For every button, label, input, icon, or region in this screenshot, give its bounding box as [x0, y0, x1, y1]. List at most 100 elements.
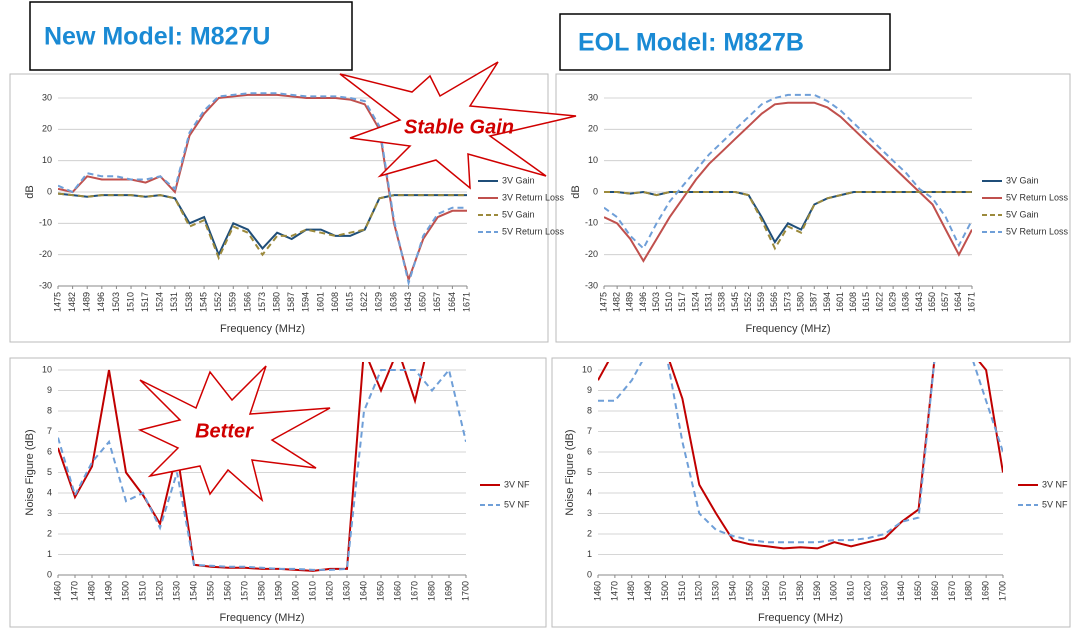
x-tick-label: 1475 — [598, 292, 608, 312]
x-tick-label: 1615 — [861, 292, 871, 312]
legend-label: 3V Gain — [1006, 175, 1039, 185]
y-tick-label: 10 — [588, 155, 598, 165]
legend-label: 5V Return Loss — [1006, 226, 1069, 236]
x-tick-label: 1540 — [188, 581, 198, 601]
x-axis-title: Frequency (MHz) — [746, 323, 831, 335]
x-tick-label: 1660 — [930, 581, 940, 601]
x-tick-label: 1615 — [345, 292, 355, 312]
x-tick-label: 1636 — [388, 292, 398, 312]
y-tick-label: 7 — [47, 426, 52, 436]
x-tick-label: 1538 — [184, 292, 194, 312]
x-tick-label: 1657 — [432, 292, 442, 312]
y-tick-label: 7 — [587, 426, 592, 436]
x-tick-label: 1489 — [82, 292, 92, 312]
x-tick-label: 1650 — [375, 581, 385, 601]
x-tick-label: 1573 — [257, 292, 267, 312]
x-tick-label: 1559 — [228, 292, 238, 312]
x-tick-label: 1538 — [717, 292, 727, 312]
x-tick-label: 1594 — [301, 292, 311, 312]
x-tick-label: 1500 — [660, 581, 670, 601]
y-axis-title: Noise Figure (dB) — [24, 429, 36, 515]
y-axis-title: Noise Figure (dB) — [564, 429, 576, 515]
y-tick-label: 3 — [47, 508, 52, 518]
x-axis-title: Frequency (MHz) — [220, 323, 305, 335]
series-line — [58, 92, 467, 286]
y-tick-label: 6 — [47, 446, 52, 456]
header: New Model: M827U — [44, 23, 270, 51]
x-tick-label: 1559 — [756, 292, 766, 312]
y-tick-label: 30 — [42, 92, 52, 102]
callout-star — [339, 61, 577, 190]
x-tick-label: 1460 — [52, 581, 62, 601]
x-tick-label: 1510 — [664, 292, 674, 312]
x-tick-label: 1622 — [359, 292, 369, 312]
x-tick-label: 1622 — [874, 292, 884, 312]
x-tick-label: 1630 — [879, 581, 889, 601]
x-tick-label: 1680 — [964, 581, 974, 601]
x-tick-label: 1489 — [625, 292, 635, 312]
callout-star — [137, 365, 331, 503]
x-tick-label: 1610 — [307, 581, 317, 601]
y-tick-label: 5 — [587, 467, 592, 477]
x-tick-label: 1657 — [940, 292, 950, 312]
x-tick-label: 1570 — [778, 581, 788, 601]
x-tick-label: 1640 — [896, 581, 906, 601]
legend-label: 5V NF — [1042, 499, 1068, 509]
x-tick-label: 1587 — [809, 292, 819, 312]
x-tick-label: 1470 — [69, 581, 79, 601]
x-tick-label: 1580 — [271, 292, 281, 312]
x-tick-label: 1580 — [796, 292, 806, 312]
x-tick-label: 1636 — [901, 292, 911, 312]
x-tick-label: 1496 — [96, 292, 106, 312]
x-tick-label: 1620 — [324, 581, 334, 601]
y-tick-label: 6 — [587, 446, 592, 456]
legend-label: 3V Return Loss — [502, 192, 565, 202]
x-tick-label: 1670 — [947, 581, 957, 601]
y-tick-label: 0 — [47, 186, 52, 196]
x-tick-label: 1650 — [913, 581, 923, 601]
x-tick-label: 1510 — [125, 292, 135, 312]
x-tick-label: 1608 — [848, 292, 858, 312]
x-tick-label: 1671 — [966, 292, 976, 312]
x-tick-label: 1580 — [256, 581, 266, 601]
header: EOL Model: M827B — [578, 29, 804, 57]
y-tick-label: 2 — [587, 528, 592, 538]
x-tick-label: 1570 — [239, 581, 249, 601]
y-tick-label: -20 — [585, 249, 598, 259]
y-tick-label: 20 — [42, 124, 52, 134]
y-tick-label: 1 — [587, 549, 592, 559]
legend-label: 5V NF — [504, 499, 530, 509]
x-tick-label: 1566 — [242, 292, 252, 312]
x-tick-label: 1640 — [358, 581, 368, 601]
x-axis-title: Frequency (MHz) — [758, 612, 843, 624]
x-tick-label: 1630 — [341, 581, 351, 601]
chart: 0 1 2 3 4 5 6 7 8 9 10 1460 1470 1480 1490 1500 1510 1520… — [564, 362, 1068, 624]
series-line — [604, 101, 972, 263]
y-tick-label: 20 — [588, 124, 598, 134]
x-tick-label: 1573 — [782, 292, 792, 312]
y-tick-label: 0 — [587, 569, 592, 579]
x-tick-label: 1643 — [403, 292, 413, 312]
x-tick-label: 1490 — [643, 581, 653, 601]
x-tick-label: 1530 — [171, 581, 181, 601]
x-tick-label: 1629 — [888, 292, 898, 312]
x-tick-label: 1470 — [609, 581, 619, 601]
x-tick-label: 1660 — [392, 581, 402, 601]
chart: 0 1 2 3 4 5 6 7 8 9 10 1460 1470 1480 1490 1500 1510 1520… — [24, 362, 530, 624]
panel — [551, 357, 1071, 628]
x-tick-label: 1552 — [213, 292, 223, 312]
x-tick-label: 1590 — [273, 581, 283, 601]
y-axis-title: dB — [570, 185, 582, 198]
y-tick-label: -10 — [39, 218, 52, 228]
x-tick-label: 1601 — [315, 292, 325, 312]
y-tick-label: 1 — [47, 549, 52, 559]
x-tick-label: 1650 — [927, 292, 937, 312]
x-tick-label: 1620 — [862, 581, 872, 601]
header-box — [29, 1, 353, 71]
x-tick-label: 1600 — [290, 581, 300, 601]
y-tick-label: 30 — [588, 92, 598, 102]
x-tick-label: 1550 — [744, 581, 754, 601]
x-tick-label: 1629 — [374, 292, 384, 312]
